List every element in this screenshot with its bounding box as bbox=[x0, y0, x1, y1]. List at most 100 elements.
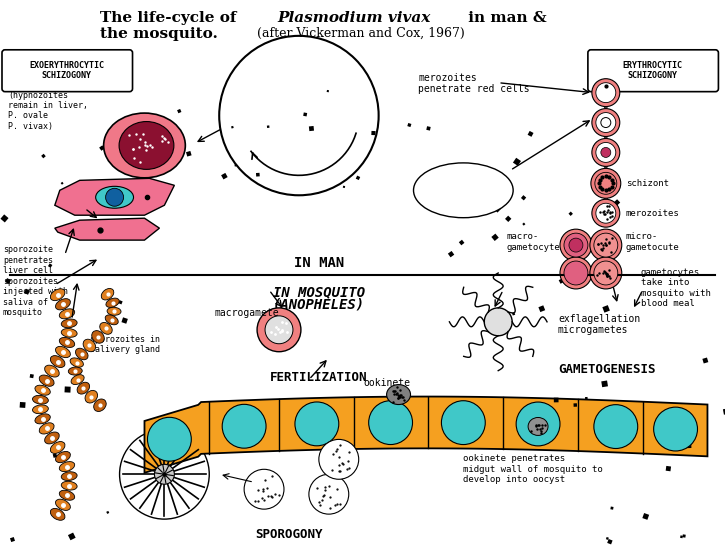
Ellipse shape bbox=[95, 186, 133, 208]
Bar bbox=[119, 300, 122, 305]
Circle shape bbox=[148, 417, 191, 461]
Ellipse shape bbox=[59, 309, 75, 319]
Circle shape bbox=[560, 229, 592, 261]
Circle shape bbox=[564, 233, 588, 257]
Circle shape bbox=[594, 233, 618, 257]
Circle shape bbox=[154, 464, 175, 484]
Polygon shape bbox=[55, 179, 175, 215]
Bar bbox=[132, 134, 138, 139]
Bar bbox=[30, 374, 34, 378]
Ellipse shape bbox=[68, 367, 82, 375]
Bar bbox=[407, 123, 411, 127]
Bar bbox=[267, 126, 269, 128]
Bar bbox=[140, 157, 146, 163]
Ellipse shape bbox=[85, 390, 98, 403]
FancyBboxPatch shape bbox=[588, 50, 719, 92]
Text: FERTILIZATION: FERTILIZATION bbox=[270, 371, 368, 384]
Ellipse shape bbox=[61, 472, 77, 480]
Text: ookinete penetrates
midgut wall of mosquito to
develop into oocyst: ookinete penetrates midgut wall of mosqu… bbox=[463, 454, 603, 484]
Bar bbox=[448, 251, 454, 257]
Text: (after Vickerman and Cox, 1967): (after Vickerman and Cox, 1967) bbox=[249, 27, 465, 40]
Ellipse shape bbox=[44, 365, 59, 377]
Bar bbox=[459, 240, 464, 245]
Bar bbox=[610, 507, 614, 510]
Text: the mosquito.: the mosquito. bbox=[100, 27, 218, 41]
Circle shape bbox=[601, 117, 611, 128]
Ellipse shape bbox=[414, 163, 513, 218]
Ellipse shape bbox=[39, 423, 54, 434]
Bar bbox=[723, 408, 728, 415]
Text: schizont: schizont bbox=[626, 179, 669, 188]
Text: exflagellation
microgametes: exflagellation microgametes bbox=[558, 314, 640, 335]
Text: EXOERYTHROCYTIC
SCHIZOGONY: EXOERYTHROCYTIC SCHIZOGONY bbox=[29, 61, 104, 80]
Bar bbox=[234, 164, 237, 167]
Bar bbox=[494, 205, 502, 212]
Text: IN MOSQUITO: IN MOSQUITO bbox=[273, 285, 365, 299]
Text: merozoites
penetrate red cells: merozoites penetrate red cells bbox=[419, 73, 530, 94]
Bar bbox=[303, 112, 307, 116]
Bar bbox=[186, 151, 191, 157]
Circle shape bbox=[484, 308, 513, 336]
Circle shape bbox=[592, 199, 620, 227]
Bar bbox=[231, 126, 234, 128]
Ellipse shape bbox=[50, 508, 65, 520]
Bar bbox=[601, 381, 608, 387]
Text: sporozoites
injected with
saliva of
mosquito: sporozoites injected with saliva of mosq… bbox=[3, 277, 68, 317]
Circle shape bbox=[222, 405, 266, 448]
Circle shape bbox=[219, 36, 379, 195]
Polygon shape bbox=[144, 396, 708, 473]
Ellipse shape bbox=[55, 299, 71, 310]
Bar bbox=[65, 387, 71, 393]
Bar bbox=[467, 181, 470, 184]
Bar bbox=[471, 175, 475, 178]
Text: gametocytes
take into
mosquito with
blood meal: gametocytes take into mosquito with bloo… bbox=[641, 268, 711, 308]
Bar bbox=[655, 428, 659, 432]
Circle shape bbox=[569, 238, 583, 252]
Text: in man &: in man & bbox=[463, 11, 547, 25]
Bar bbox=[122, 317, 128, 324]
Bar bbox=[309, 126, 314, 131]
Ellipse shape bbox=[77, 382, 90, 394]
Text: Plasmodium vivax: Plasmodium vivax bbox=[277, 11, 430, 25]
Ellipse shape bbox=[101, 288, 114, 300]
Circle shape bbox=[516, 402, 560, 446]
Ellipse shape bbox=[33, 405, 48, 414]
Circle shape bbox=[244, 470, 284, 509]
Ellipse shape bbox=[35, 385, 50, 395]
Text: (ANOPHELES): (ANOPHELES) bbox=[273, 298, 365, 312]
Bar bbox=[60, 182, 63, 185]
Circle shape bbox=[590, 229, 622, 261]
Text: merozoites
reinvade
red cells: merozoites reinvade red cells bbox=[437, 175, 490, 205]
Circle shape bbox=[592, 139, 620, 167]
Circle shape bbox=[265, 316, 293, 344]
Text: SPOROGONY: SPOROGONY bbox=[256, 527, 323, 541]
Circle shape bbox=[368, 401, 413, 444]
Bar bbox=[427, 126, 431, 130]
Circle shape bbox=[654, 407, 697, 451]
Bar bbox=[24, 289, 30, 295]
Bar bbox=[5, 278, 11, 284]
Bar bbox=[602, 305, 610, 313]
Bar bbox=[528, 131, 534, 137]
Circle shape bbox=[592, 79, 620, 106]
Ellipse shape bbox=[59, 337, 75, 347]
Circle shape bbox=[564, 261, 588, 285]
Text: IN MAN: IN MAN bbox=[293, 256, 344, 270]
Ellipse shape bbox=[61, 319, 77, 328]
Bar bbox=[569, 211, 573, 216]
Circle shape bbox=[596, 112, 616, 133]
Circle shape bbox=[596, 82, 616, 103]
Bar bbox=[554, 397, 558, 402]
Polygon shape bbox=[55, 218, 159, 240]
Text: macro-
gametocyte: macro- gametocyte bbox=[506, 233, 560, 252]
Bar bbox=[539, 305, 545, 312]
Ellipse shape bbox=[50, 355, 65, 367]
Circle shape bbox=[594, 261, 618, 285]
Bar bbox=[75, 189, 80, 194]
Bar bbox=[606, 537, 609, 540]
Bar bbox=[491, 234, 499, 241]
Ellipse shape bbox=[70, 358, 84, 367]
Bar bbox=[256, 173, 260, 176]
Bar bbox=[221, 173, 228, 180]
Text: (hypnozoites
remain in liver,
P. ovale
P. vivax): (hypnozoites remain in liver, P. ovale P… bbox=[8, 91, 88, 131]
